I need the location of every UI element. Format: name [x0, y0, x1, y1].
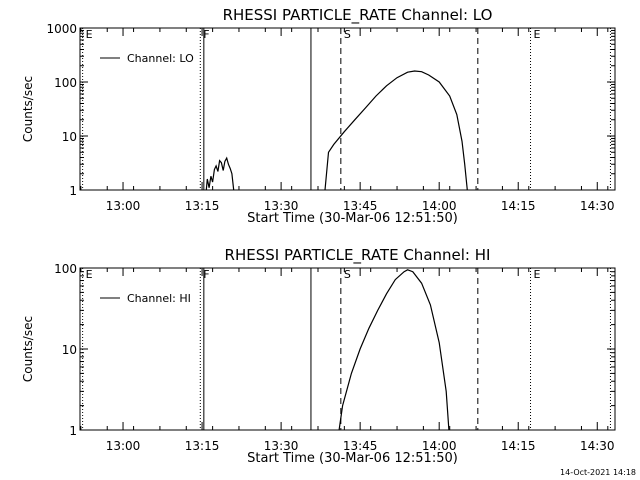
- lo-legend-label: Channel: LO: [127, 52, 194, 65]
- lo-panel: RHESSI PARTICLE_RATE Channel: LO 1 10 100 10…: [21, 6, 616, 226]
- hi-y-tick-label: 1: [69, 424, 77, 438]
- lo-marker-label: S: [344, 28, 351, 41]
- lo-x-tick-label: 14:00: [422, 199, 457, 213]
- lo-x-tick-label: 13:15: [185, 199, 220, 213]
- hi-marker-label: E: [86, 268, 93, 281]
- hi-x-tick-label: 13:15: [185, 439, 220, 453]
- hi-x-axis-label: Start Time (30-Mar-06 12:51:50): [247, 451, 458, 466]
- hi-x-tick-label: 14:30: [580, 439, 615, 453]
- hi-marker-label: F: [203, 268, 209, 281]
- lo-x-tick-label: 13:30: [264, 199, 299, 213]
- lo-series-line: [324, 70, 468, 191]
- lo-plot-frame: [79, 27, 616, 191]
- hi-y-tick-label: 10: [62, 343, 77, 357]
- lo-x-tick-label: 14:30: [580, 199, 615, 213]
- lo-y-tick-label: 100: [54, 76, 77, 90]
- lo-y-axis-label: Counts/sec: [21, 76, 35, 142]
- hi-chart-title: RHESSI PARTICLE_RATE Channel: HI: [225, 246, 491, 265]
- lo-x-tick-label: 14:15: [501, 199, 536, 213]
- hi-legend-label: Channel: HI: [127, 292, 191, 305]
- hi-series-line: [338, 269, 450, 431]
- hi-x-tick-label: 14:15: [501, 439, 536, 453]
- lo-marker-label: E: [86, 28, 93, 41]
- lo-series-line: [205, 156, 235, 191]
- lo-x-axis-label: Start Time (30-Mar-06 12:51:50): [247, 211, 458, 226]
- lo-x-tick-label: 13:00: [106, 199, 141, 213]
- lo-y-tick-label: 10: [62, 130, 77, 144]
- footer-timestamp: 14-Oct-2021 14:18: [560, 468, 636, 477]
- lo-marker-label: F: [203, 28, 209, 41]
- hi-x-tick-label: 14:00: [422, 439, 457, 453]
- hi-marker-label: S: [344, 268, 351, 281]
- hi-x-tick-label: 13:45: [343, 439, 378, 453]
- hi-x-tick-label: 13:00: [106, 439, 141, 453]
- lo-y-tick-label: 1000: [46, 22, 77, 36]
- hi-x-tick-label: 13:30: [264, 439, 299, 453]
- lo-chart-title: RHESSI PARTICLE_RATE Channel: LO: [223, 6, 493, 25]
- hi-panel: RHESSI PARTICLE_RATE Channel: HI 1 10 100 13…: [21, 246, 616, 466]
- hi-marker-label: E: [534, 268, 541, 281]
- hi-y-tick-label: 100: [54, 262, 77, 276]
- lo-y-tick-label: 1: [69, 184, 77, 198]
- lo-x-tick-label: 13:45: [343, 199, 378, 213]
- hi-y-axis-label: Counts/sec: [21, 316, 35, 382]
- lo-marker-label: E: [534, 28, 541, 41]
